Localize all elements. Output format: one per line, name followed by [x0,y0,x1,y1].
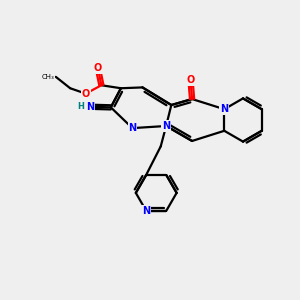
Text: N: N [142,206,150,216]
Text: N: N [162,121,170,131]
Text: CH₃: CH₃ [41,74,54,80]
Text: O: O [82,88,90,99]
Text: N: N [86,102,94,112]
Text: O: O [186,75,195,85]
Text: H: H [77,102,84,111]
Text: N: N [128,123,136,133]
Text: N: N [220,104,228,114]
Text: O: O [94,63,102,73]
